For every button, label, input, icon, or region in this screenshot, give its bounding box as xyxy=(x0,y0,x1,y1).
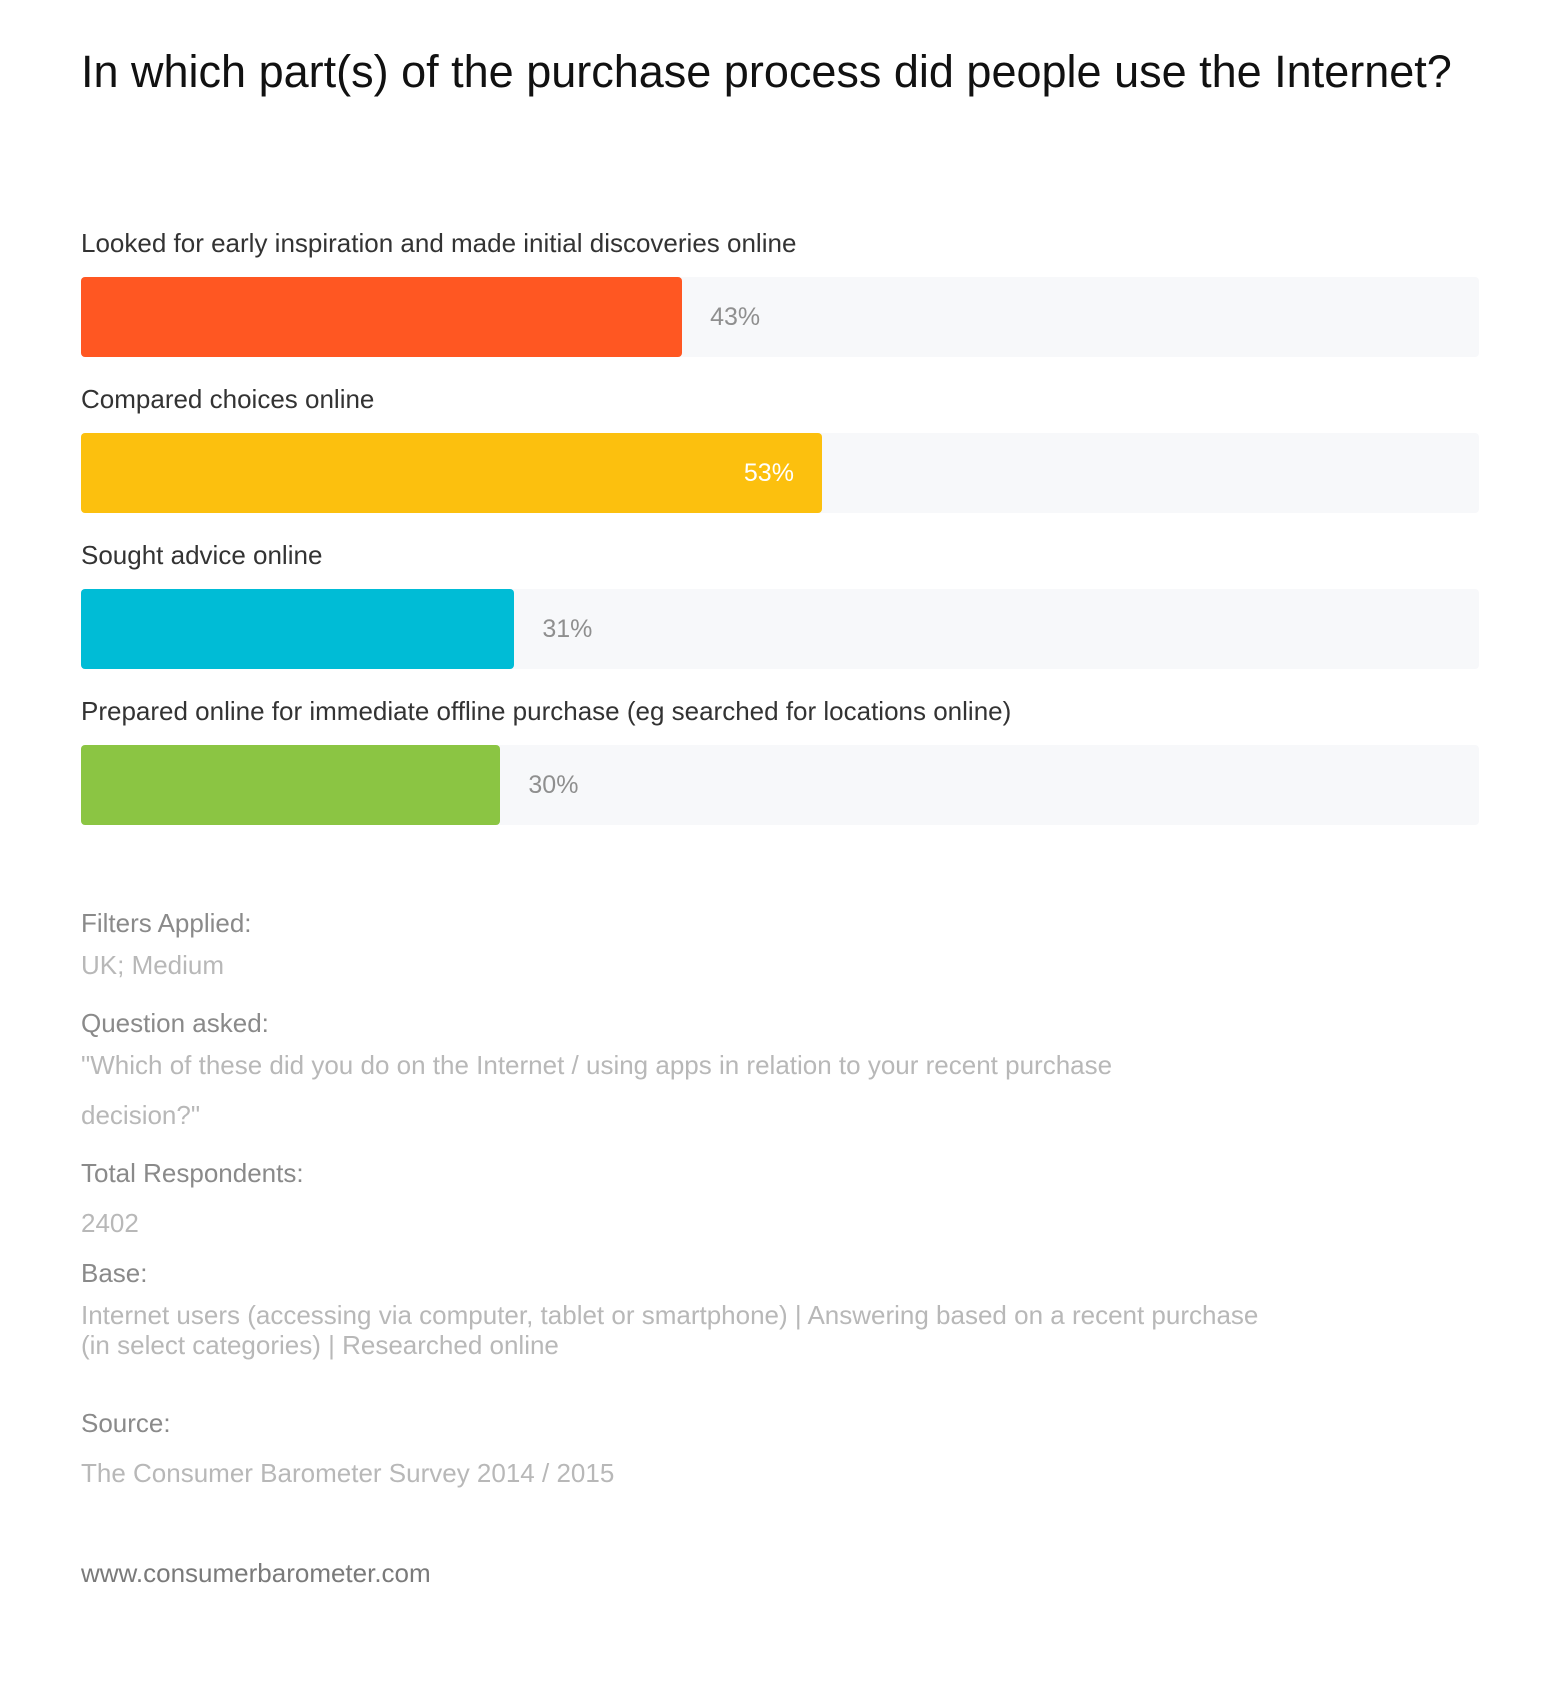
filters-value: UK; Medium xyxy=(81,950,225,980)
bar-fill xyxy=(81,589,515,669)
bar-label: Looked for early inspiration and made in… xyxy=(81,228,797,258)
bar-fill xyxy=(81,745,501,825)
bar-label: Sought advice online xyxy=(81,540,323,570)
source-label: Source: xyxy=(81,1408,171,1438)
bar-label: Prepared online for immediate offline pu… xyxy=(81,696,1012,726)
base-text-line-2: (in select categories) | Researched onli… xyxy=(81,1330,559,1360)
bar-value-label: 53% xyxy=(743,459,794,487)
bar-row: Prepared online for immediate offline pu… xyxy=(81,696,1479,825)
bar-value-label: 30% xyxy=(528,771,579,799)
bar-value-label: 43% xyxy=(710,303,761,331)
bar-track: 53% xyxy=(81,433,1479,513)
base-label: Base: xyxy=(81,1258,148,1288)
bar-label: Compared choices online xyxy=(81,384,375,414)
page-title: In which part(s) of the purchase process… xyxy=(81,46,1452,97)
bar-track: 30% xyxy=(81,745,1479,825)
bar-value-label: 31% xyxy=(542,615,593,643)
question-label: Question asked: xyxy=(81,1008,269,1038)
source-value: The Consumer Barometer Survey 2014 / 201… xyxy=(81,1458,615,1488)
respondents-value: 2402 xyxy=(81,1208,139,1238)
respondents-label: Total Respondents: xyxy=(81,1158,304,1188)
bar-fill xyxy=(81,277,683,357)
footer-url-link[interactable]: www.consumerbarometer.com xyxy=(81,1558,431,1588)
question-text-line-2: decision?" xyxy=(81,1100,201,1130)
bar-fill xyxy=(81,433,822,513)
bar-row: Looked for early inspiration and made in… xyxy=(81,228,1479,357)
bar-row: Sought advice online 31% xyxy=(81,540,1479,669)
bar-track: 31% xyxy=(81,589,1479,669)
bar-track: 43% xyxy=(81,277,1479,357)
base-text-line-1: Internet users (accessing via computer, … xyxy=(81,1300,1259,1330)
bar-row: Compared choices online 53% xyxy=(81,384,1479,513)
question-text-line-1: "Which of these did you do on the Intern… xyxy=(81,1050,1113,1080)
filters-label: Filters Applied: xyxy=(81,908,252,938)
